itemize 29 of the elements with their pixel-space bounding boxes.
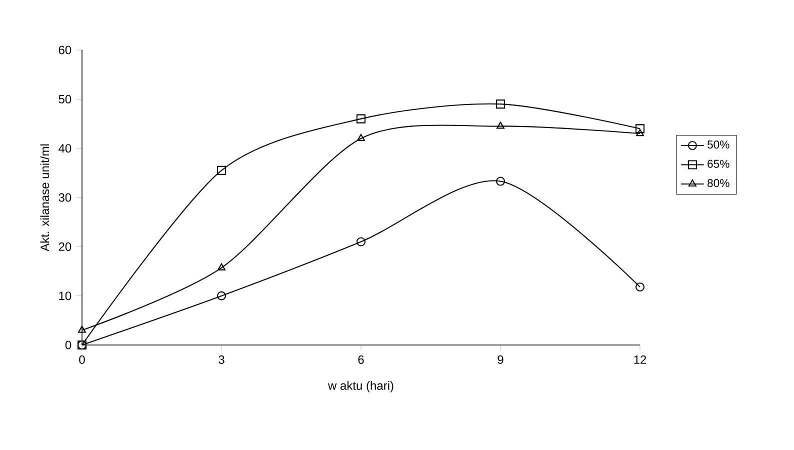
y-tick-label: 60 <box>58 46 72 54</box>
point <box>635 282 645 292</box>
point <box>356 114 366 124</box>
x-tick-label: 6 <box>358 355 364 364</box>
y-axis-title: Akt. xilanase unit/ml <box>40 144 50 252</box>
point <box>357 134 365 142</box>
y-tick-label: 50 <box>58 94 72 104</box>
y-tick-label: 0 <box>65 340 72 350</box>
point <box>218 263 226 270</box>
point <box>496 100 506 109</box>
point <box>635 124 645 134</box>
y-tick-label: 20 <box>58 242 72 251</box>
legend-label: 50% <box>707 140 730 149</box>
y-tick-label: 10 <box>59 292 72 300</box>
point <box>216 291 226 300</box>
x-tick-label: 3 <box>218 355 224 364</box>
point <box>216 166 226 175</box>
y-tick-label: 30 <box>58 193 72 202</box>
x-tick-label: 0 <box>79 355 85 364</box>
legend-label: 65% <box>708 160 730 168</box>
point <box>356 237 366 246</box>
point <box>496 176 506 186</box>
x-tick-label: 9 <box>498 355 504 364</box>
y-tick-label: 40 <box>58 144 72 153</box>
point <box>78 326 86 333</box>
point <box>496 122 504 129</box>
legend-label: 80% <box>708 179 730 188</box>
x-axis-title: w aktu (hari) <box>328 381 394 392</box>
x-tick-label: 12 <box>634 355 646 364</box>
